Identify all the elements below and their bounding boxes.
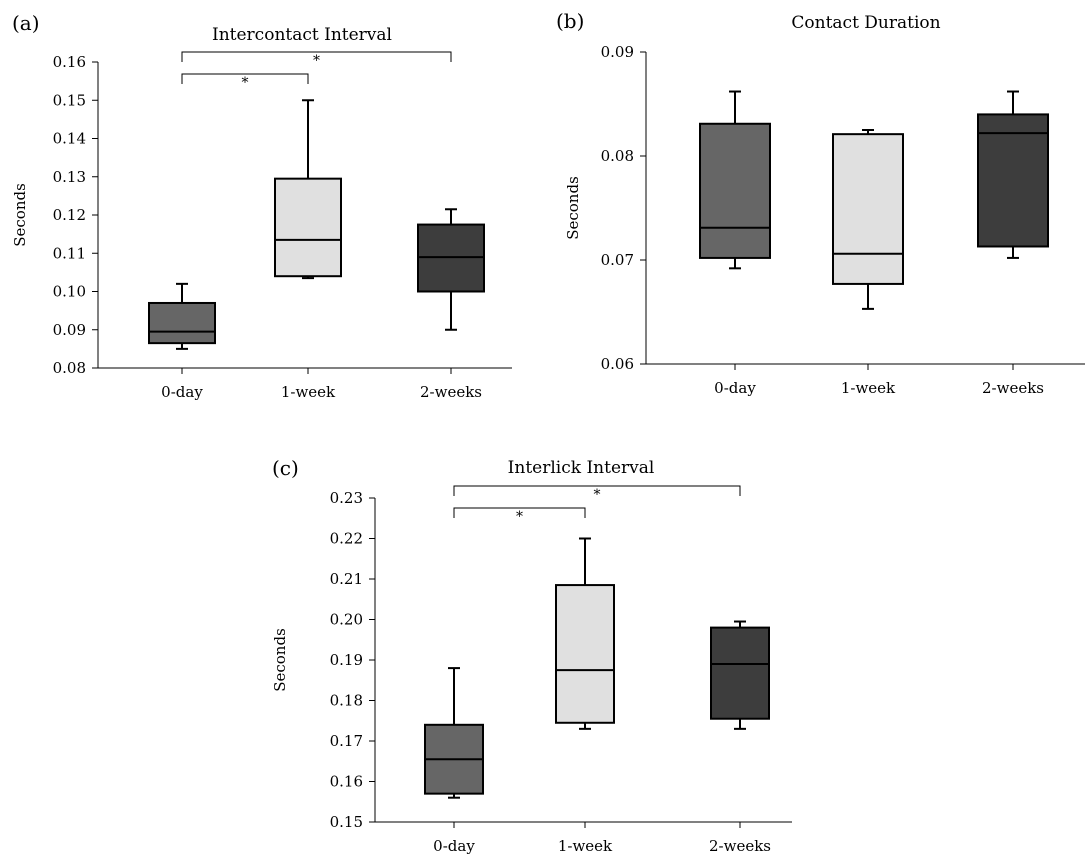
bracket-line [181, 51, 452, 62]
y-tick-label: 0.19 [330, 651, 363, 669]
x-tick-label: 1-week [841, 379, 896, 397]
y-tick-label: 0.09 [53, 321, 86, 339]
y-tick-label: 0.20 [330, 611, 363, 629]
box-2-weeks [710, 620, 770, 730]
x-tick-label: 2-weeks [982, 379, 1044, 397]
panel-label: (b) [556, 9, 584, 33]
significance-bracket: * [453, 507, 586, 525]
box-1-week [832, 129, 904, 310]
box-0-day [148, 282, 216, 350]
significance-bracket: * [181, 51, 452, 69]
significance-star: * [516, 509, 523, 525]
panel-label: (a) [12, 11, 40, 35]
y-tick-label: 0.09 [601, 43, 634, 61]
y-tick-label: 0.18 [330, 692, 363, 710]
y-tick-label: 0.13 [53, 168, 86, 186]
significance-bracket: * [453, 485, 741, 503]
panel-label: (c) [272, 456, 299, 480]
significance-bracket: * [181, 73, 309, 91]
chart-panel-c: (c) Interlick Interval 0.15 0.16 0.17 0.18 0.1… [271, 456, 792, 855]
bracket-line [453, 485, 741, 496]
significance-star: * [242, 75, 249, 91]
y-tick-label: 0.14 [53, 130, 86, 148]
x-tick-label: 2-weeks [709, 837, 771, 855]
y-tick-label: 0.15 [53, 91, 86, 109]
box-0-day [424, 667, 484, 799]
y-axis-title: Seconds [564, 176, 582, 240]
y-tick-label: 0.17 [330, 732, 363, 750]
y-tick-label: 0.10 [53, 283, 86, 301]
x-tick-label: 0-day [433, 837, 475, 855]
y-tick-label: 0.06 [601, 355, 634, 373]
box-body [699, 122, 771, 259]
y-tick-label: 0.21 [330, 570, 363, 588]
box-1-week [274, 99, 342, 280]
chart-panel-a: (a) Intercontact Interval 0.08 0.09 0.10 0.11… [11, 11, 512, 401]
y-tick-label: 0.12 [53, 206, 86, 224]
y-tick-label: 0.23 [330, 489, 363, 507]
box-1-week [555, 537, 615, 730]
box-body [710, 626, 770, 720]
y-tick-label: 0.07 [601, 251, 634, 269]
box-0-day [699, 90, 771, 270]
y-axis-title: Seconds [11, 183, 29, 247]
box-body [274, 177, 342, 278]
chart-panel-b: (b) Contact Duration 0.06 0.07 0.08 0.09 Secon… [556, 9, 1085, 397]
y-tick-label: 0.22 [330, 530, 363, 548]
box-body [555, 584, 615, 724]
box-body [148, 301, 216, 345]
y-tick-label: 0.15 [330, 813, 363, 831]
y-axis-title: Seconds [271, 628, 289, 692]
chart-title: Contact Duration [791, 13, 940, 33]
x-tick-label: 1-week [558, 837, 613, 855]
box-2-weeks [417, 208, 485, 331]
y-tick-label: 0.16 [330, 773, 363, 791]
chart-title: Intercontact Interval [212, 25, 392, 45]
y-tick-label: 0.11 [53, 244, 86, 262]
significance-star: * [313, 53, 320, 69]
box-body [977, 113, 1049, 248]
chart-title: Interlick Interval [508, 458, 655, 478]
bracket-line [181, 73, 309, 84]
x-tick-label: 2-weeks [420, 383, 482, 401]
bracket-line [453, 507, 586, 518]
x-tick-label: 1-week [281, 383, 336, 401]
significance-star: * [594, 487, 601, 503]
y-tick-label: 0.08 [53, 359, 86, 377]
y-tick-label: 0.16 [53, 53, 86, 71]
box-body [832, 133, 904, 285]
box-2-weeks [977, 90, 1049, 259]
x-tick-label: 0-day [714, 379, 756, 397]
x-tick-label: 0-day [161, 383, 203, 401]
y-tick-label: 0.08 [601, 147, 634, 165]
